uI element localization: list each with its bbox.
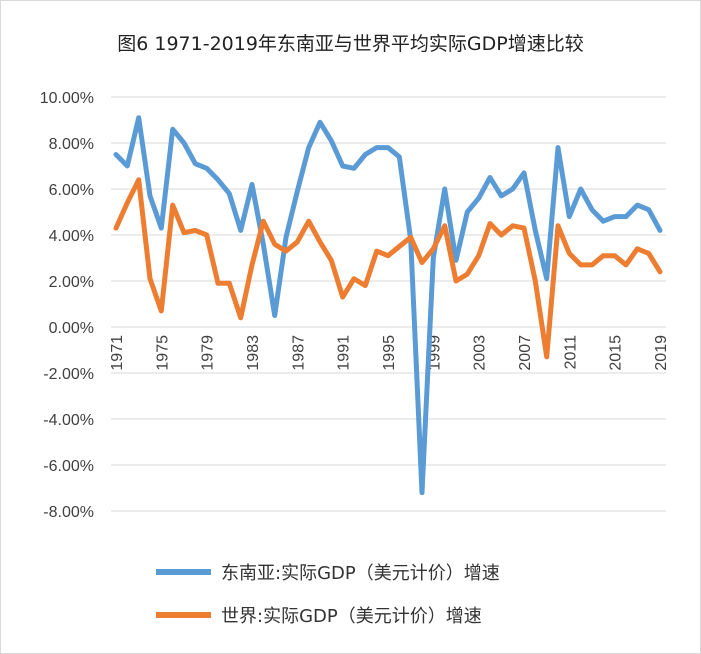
x-tick-label: 1991	[336, 335, 353, 371]
legend-item-world: 世界:实际GDP（美元计价）增速	[156, 602, 482, 628]
series-line-sea	[113, 115, 663, 496]
x-tick-label: 1971	[109, 335, 126, 371]
x-tick-label: 2015	[608, 335, 625, 371]
y-tick-label: 10.00%	[40, 90, 94, 107]
x-tick-label: 1995	[381, 335, 398, 371]
y-tick-label: 0.00%	[49, 320, 94, 337]
y-tick-label: 8.00%	[49, 136, 94, 153]
legend-item-sea: 东南亚:实际GDP（美元计价）增速	[156, 559, 500, 585]
y-tick-label: 6.00%	[49, 182, 94, 199]
legend-swatch-world	[156, 612, 211, 618]
legend-label-world: 世界:实际GDP（美元计价）增速	[221, 606, 482, 627]
y-tick-label: -4.00%	[43, 412, 94, 429]
x-tick-label: 2007	[517, 335, 534, 371]
x-tick-label: 2011	[562, 335, 579, 370]
y-tick-label: -2.00%	[43, 366, 94, 383]
series-line-world	[113, 177, 663, 360]
y-tick-label: 4.00%	[49, 228, 94, 245]
y-tick-label: -6.00%	[43, 458, 94, 475]
chart-title: 图6 1971-2019年东南亚与世界平均实际GDP增速比较	[117, 33, 584, 55]
x-tick-label: 2003	[472, 335, 489, 371]
x-tick-label: 1975	[154, 335, 171, 371]
x-tick-label: 1979	[200, 335, 217, 371]
x-tick-label: 1987	[290, 335, 307, 371]
legend-swatch-sea	[156, 569, 211, 575]
x-tick-label: 2019	[653, 335, 670, 371]
legend-label-sea: 东南亚:实际GDP（美元计价）增速	[221, 563, 500, 584]
y-tick-label: 2.00%	[49, 274, 94, 291]
y-tick-label: -8.00%	[43, 504, 94, 521]
x-tick-label: 1983	[245, 335, 262, 371]
